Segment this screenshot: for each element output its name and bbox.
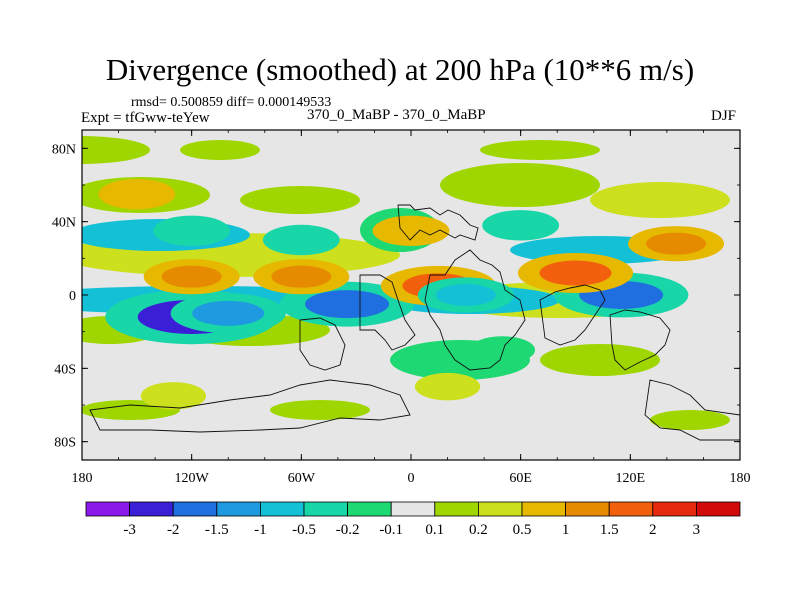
- field-feature: [539, 260, 612, 286]
- field-feature: [435, 284, 496, 306]
- coastline-outline: [89, 204, 740, 441]
- colorbar-swatch: [652, 501, 697, 517]
- field-feature: [496, 215, 545, 235]
- colorbar-swatch: [172, 501, 218, 517]
- field-feature: [152, 387, 194, 405]
- field-blob: [590, 182, 730, 218]
- colorbar-swatch: [696, 501, 741, 517]
- y-tick-label: 0: [69, 289, 76, 304]
- colorbar-label: -1.5: [205, 522, 229, 538]
- coastline-segment: [89, 379, 411, 433]
- colorbar-label: 1: [562, 522, 570, 538]
- chart-title: Divergence (smoothed) at 200 hPa (10**6 …: [105, 52, 695, 87]
- x-tick-label: 0: [408, 471, 415, 486]
- coastline-segment: [397, 204, 479, 241]
- coastline-segment: [359, 274, 416, 351]
- field-blob: [480, 140, 600, 160]
- colorbar-label: -0.1: [379, 522, 403, 538]
- colorbar-label: 3: [693, 522, 701, 538]
- x-tick-label: 180: [730, 471, 751, 486]
- field-feature: [427, 378, 468, 396]
- field-feature: [481, 341, 523, 359]
- colorbar-label: -3: [123, 522, 136, 538]
- field-feature: [112, 184, 161, 204]
- field-blob: [270, 400, 370, 420]
- field-blob: [650, 410, 730, 430]
- field-feature: [271, 265, 332, 288]
- colorbar-swatch: [129, 501, 174, 517]
- field-blob: [240, 186, 360, 214]
- colorbar-label: 0.1: [425, 522, 444, 538]
- colorbar-label: 2: [649, 522, 657, 538]
- y-tick-label: 80S: [54, 436, 76, 451]
- colorbar-label: -0.2: [336, 522, 360, 538]
- colorbar-swatch: [303, 501, 348, 517]
- x-tick-label: 60E: [509, 471, 532, 486]
- colorbar-swatch: [565, 501, 610, 517]
- x-tick-label: 120E: [616, 471, 646, 486]
- y-axis: 80N 40N 0 40S 80S: [52, 142, 740, 451]
- x-tick-label: 120W: [175, 471, 210, 486]
- stats-line: rmsd= 0.500859 diff= 0.000149533: [131, 95, 332, 110]
- colorbar-swatch: [477, 501, 523, 517]
- colorbar-label: 1.5: [600, 522, 619, 538]
- colorbar: -3 -2 -1.5 -1 -0.5 -0.2 -0.1 0.1 0.2 0.5 1 1.5 2 3: [85, 501, 741, 538]
- colorbar-swatch: [259, 501, 305, 517]
- field-blob: [82, 136, 150, 164]
- colorbar-label: 0.2: [469, 522, 488, 538]
- x-tick-label: 180: [72, 471, 93, 486]
- field-feature: [277, 230, 326, 250]
- x-axis: 180 120W 60W 0 60E 120E 180: [72, 130, 751, 486]
- field-blob: [540, 344, 660, 376]
- colorbar-label: -0.5: [292, 522, 316, 538]
- colorbar-swatch: [216, 501, 261, 517]
- field-feature: [387, 221, 435, 241]
- colorbar-swatch: [434, 501, 479, 517]
- coastline-segment: [424, 249, 526, 371]
- coastline-segment: [644, 379, 740, 441]
- field-feature: [192, 300, 265, 326]
- season-label: DJF: [711, 108, 737, 124]
- colorbar-label: 0.5: [513, 522, 532, 538]
- colorbar-swatch: [521, 501, 566, 517]
- coastline-segment: [609, 309, 671, 371]
- difference-label: 370_0_MaBP - 370_0_MaBP: [307, 107, 486, 123]
- field-feature: [167, 221, 216, 241]
- field-feature: [161, 265, 222, 288]
- colorbar-swatch: [390, 501, 436, 517]
- colorbar-swatch: [608, 501, 654, 517]
- field-blob: [180, 140, 260, 160]
- coastline-segment: [299, 317, 346, 371]
- field-blob: [440, 163, 600, 207]
- experiment-label: Expt = tfGww-teYew: [81, 110, 210, 126]
- field-feature: [646, 232, 707, 255]
- y-tick-label: 40S: [54, 362, 76, 377]
- x-tick-label: 60W: [288, 471, 316, 486]
- colorbar-swatch: [347, 501, 392, 517]
- field-feature: [305, 290, 390, 319]
- colorbar-label: -2: [167, 522, 180, 538]
- coastline-segment: [539, 284, 606, 346]
- divergence-field: [82, 136, 730, 430]
- colorbar-swatch: [85, 501, 130, 517]
- y-tick-label: 80N: [52, 142, 76, 157]
- y-tick-label: 40N: [52, 216, 76, 231]
- colorbar-label: -1: [254, 522, 267, 538]
